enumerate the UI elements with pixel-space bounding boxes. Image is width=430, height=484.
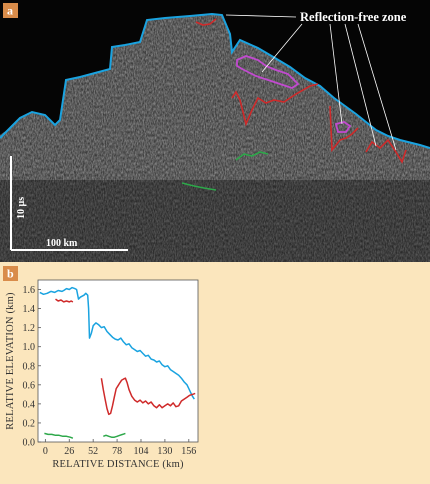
y-tick-label: 0.6 [23, 380, 36, 391]
panel-a-label-box [3, 3, 18, 18]
elevation-profile-chart: b 0 26 52 78 104 130 156 0.0 0.2 0.4 0.6 0.8 1.0 1.2 1… [3, 266, 199, 470]
x-tick-label: 104 [133, 446, 148, 457]
y-tick-label: 1.6 [23, 285, 36, 296]
y-tick-label: 1.4 [23, 304, 36, 315]
deep-trace-a-right [235, 151, 269, 161]
panel-b-label: b [7, 267, 14, 281]
reflection-free-zone-callout: Reflection-free zone [300, 10, 407, 24]
base-trace-a-upper [195, 18, 217, 26]
radargram-panel: Reflection-free zone a 10 µs 100 km [0, 0, 430, 262]
series-line-3 [100, 377, 196, 416]
series-line-4 [44, 432, 74, 439]
x-axis-title: RELATIVE DISTANCE (km) [52, 459, 184, 470]
x-tick-label: 78 [112, 446, 122, 457]
series-line-5 [103, 432, 126, 438]
base-trace-a-mid [231, 83, 319, 127]
vertical-scale-label: 10 µs [16, 197, 27, 219]
x-tick-label: 130 [157, 446, 172, 457]
deep-trace-a-left [181, 182, 217, 191]
y-tick-label: 0.4 [23, 399, 36, 410]
reflection-free-zone-1 [236, 55, 300, 89]
x-tick-label: 26 [64, 446, 74, 457]
panel-b-label-box [3, 266, 18, 281]
y-tick-label: 0.8 [23, 361, 36, 372]
y-tick-label: 1.2 [23, 323, 36, 334]
base-trace-a-far [365, 138, 407, 164]
x-tick-label: 0 [43, 446, 48, 457]
callout-leaders [225, 14, 397, 151]
panel-a-label: a [7, 4, 13, 18]
plot-area [37, 279, 199, 443]
x-tick-label: 156 [181, 446, 196, 457]
y-tick-label: 1.0 [23, 342, 36, 353]
base-trace-a-right [329, 105, 359, 153]
y-tick-label: 0.2 [23, 418, 36, 429]
series-line-2 [55, 298, 74, 303]
y-axis-title: RELATIVE ELEVATION (km) [5, 292, 16, 430]
surface-trace-a [0, 12, 430, 149]
series-line-1 [39, 286, 195, 400]
reflection-free-zone-2 [334, 121, 352, 133]
x-tick-label: 52 [88, 446, 98, 457]
y-tick-label: 0.0 [23, 438, 36, 449]
horizontal-scale-label: 100 km [46, 238, 78, 249]
